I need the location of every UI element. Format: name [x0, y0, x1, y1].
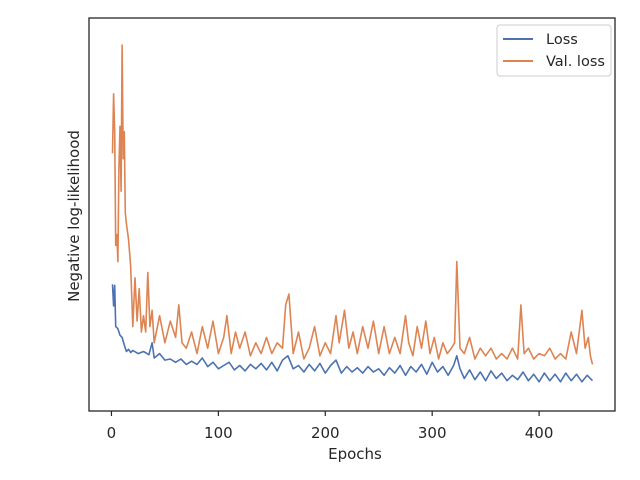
x-tick-label: 400: [525, 424, 554, 442]
legend-label-val-loss: Val. loss: [546, 54, 605, 70]
x-axis-label: Epochs: [328, 445, 382, 463]
plot-frame: [88, 17, 616, 412]
x-ticks: 0 100 200 300 400: [107, 411, 554, 442]
x-tick-label: 300: [418, 424, 447, 442]
series-line-loss: [111, 284, 594, 383]
x-tick-label: 0: [107, 424, 117, 442]
x-tick-label: 200: [311, 424, 340, 442]
legend-box: [496, 24, 612, 77]
legend: Loss Val. loss: [496, 24, 612, 77]
legend-label-loss: Loss: [546, 32, 578, 48]
series-line-val-loss: [111, 44, 594, 365]
series-layer: [111, 44, 594, 383]
y-axis-label: Negative log-likelihood: [65, 130, 83, 302]
x-tick-label: 100: [204, 424, 233, 442]
